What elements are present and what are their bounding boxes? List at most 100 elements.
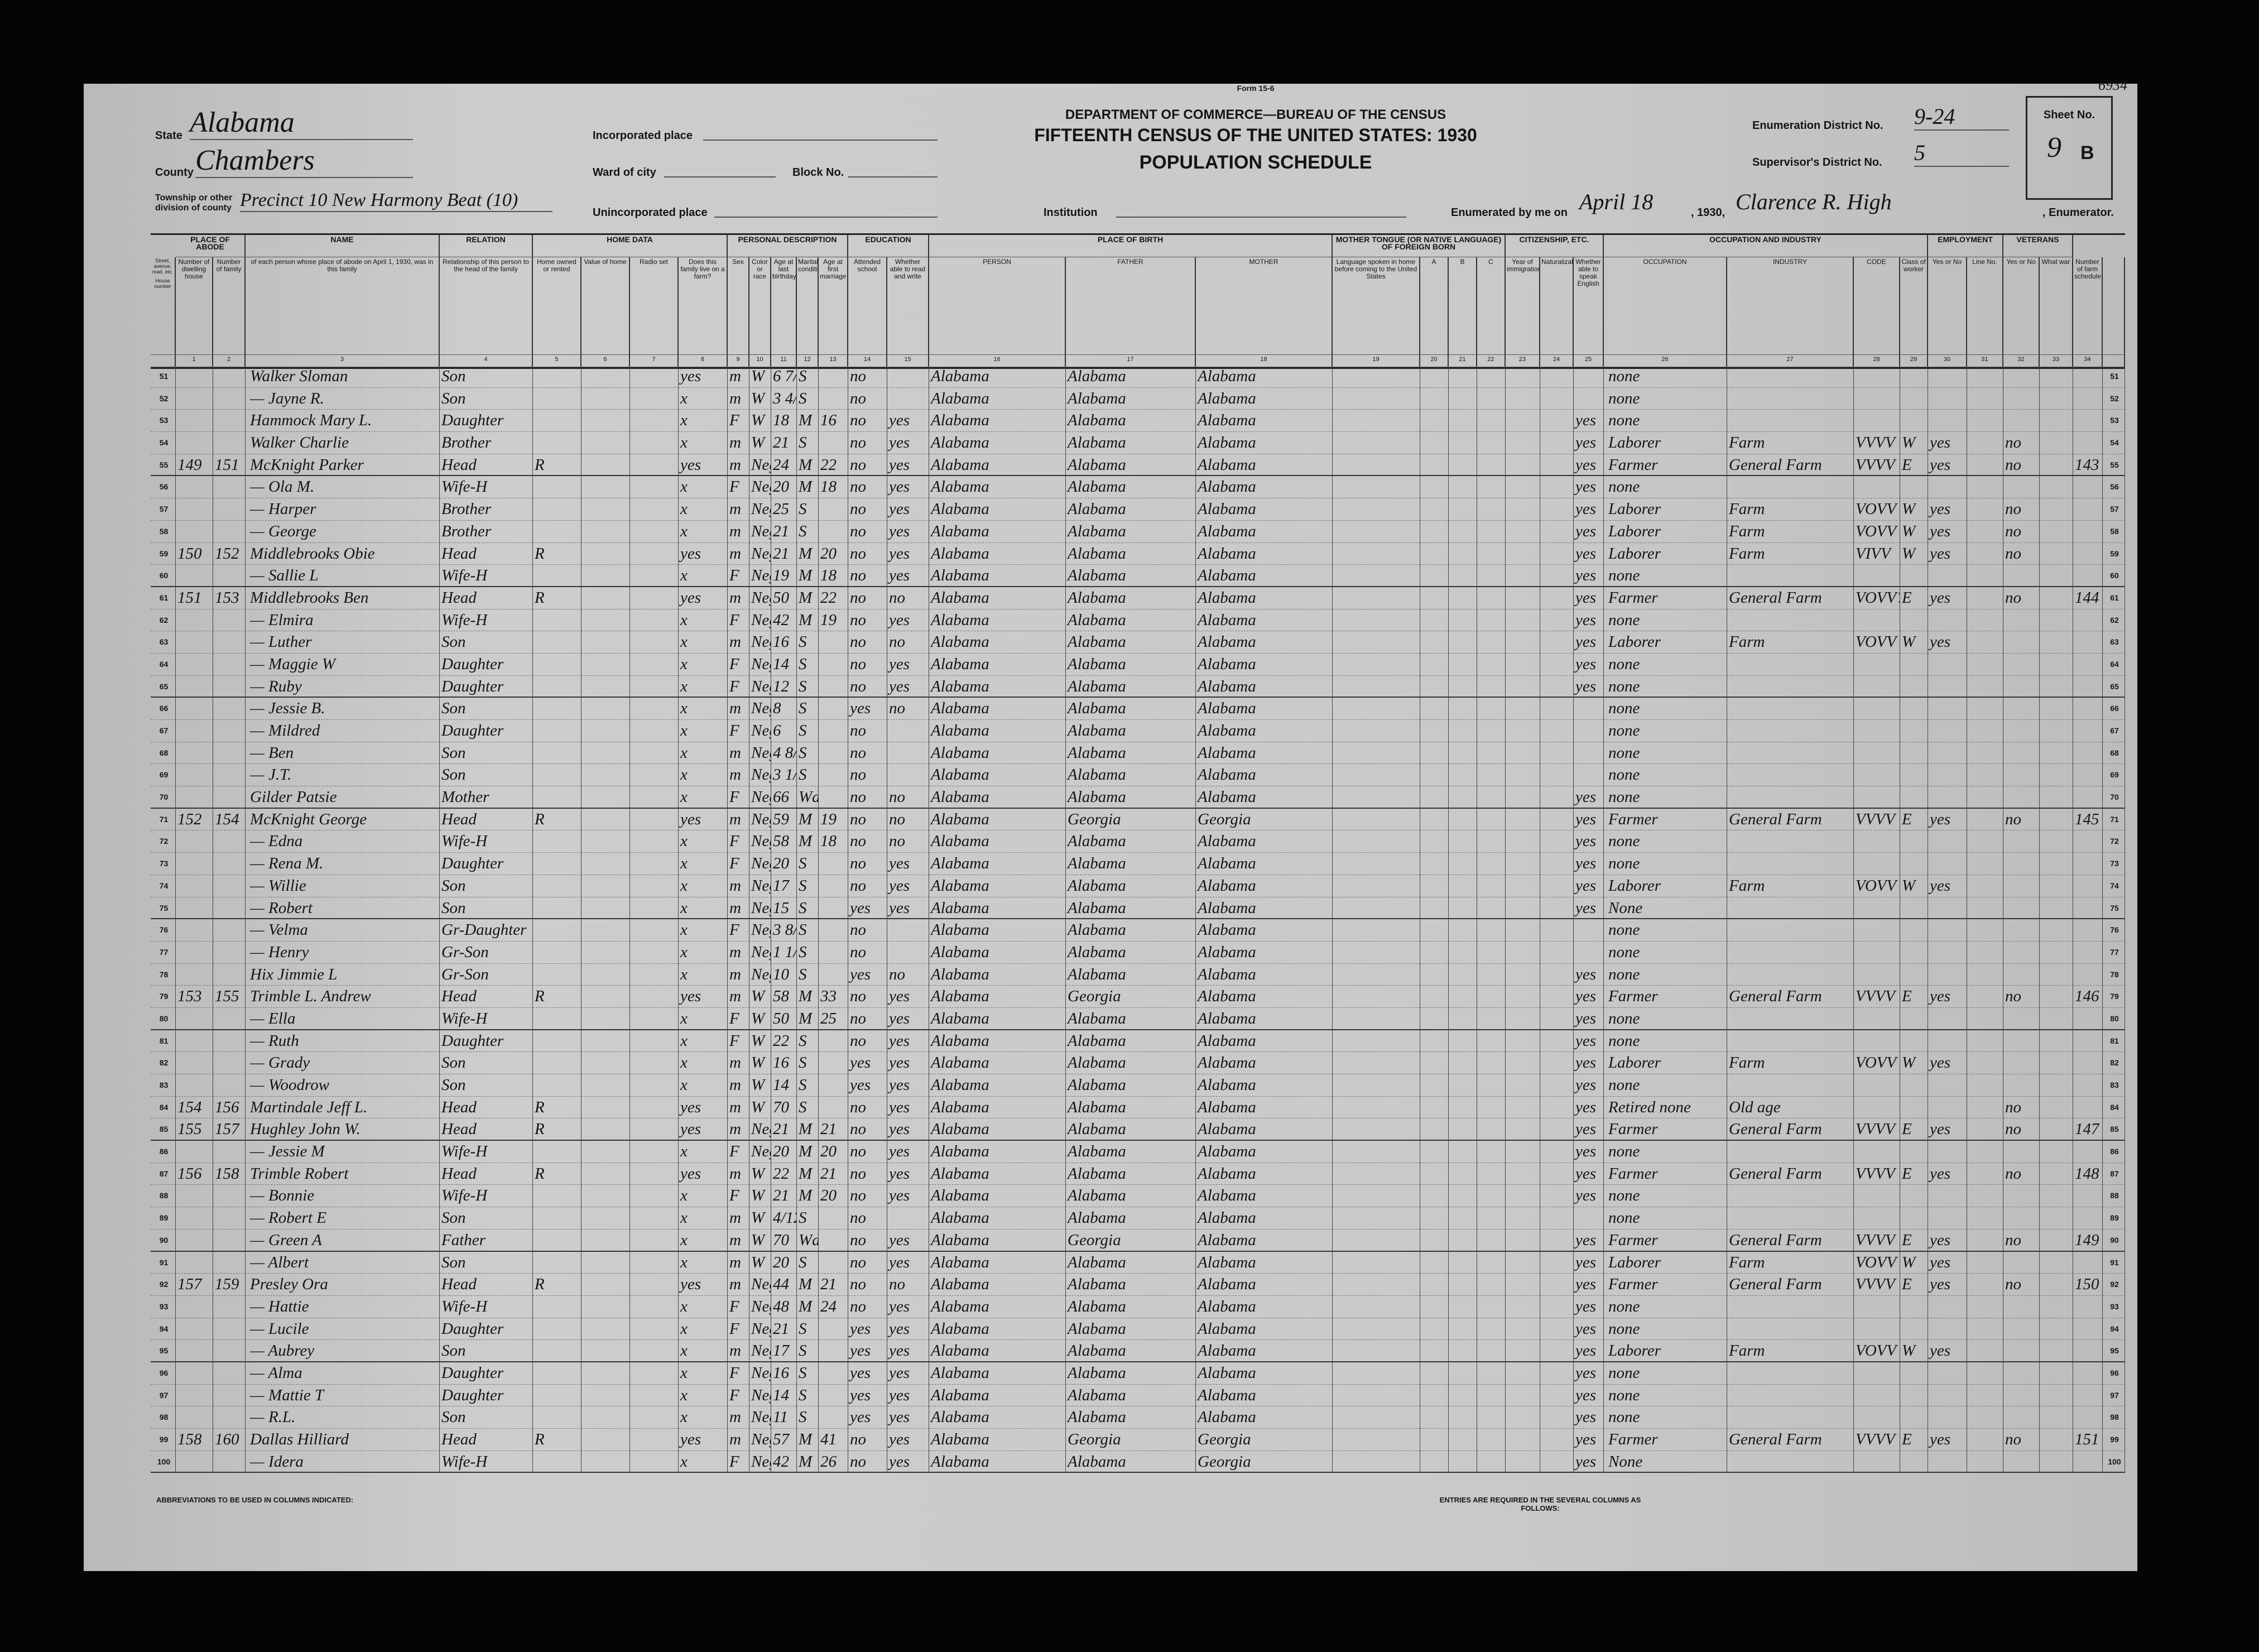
race: Neg — [749, 1141, 771, 1163]
veteran — [2003, 698, 2040, 720]
class-of-worker — [1900, 1185, 1928, 1208]
home-tenure — [533, 609, 581, 632]
code-b — [1449, 366, 1477, 388]
relationship: Wife-H — [440, 1141, 533, 1163]
speaks-english: yes — [1574, 675, 1604, 698]
school-attendance: no — [848, 875, 887, 897]
immigration-year — [1506, 919, 1540, 942]
race: Neg — [749, 520, 771, 543]
unemployment-line — [1967, 609, 2003, 632]
occupation-code — [1854, 1384, 1900, 1407]
veteran: no — [2003, 986, 2040, 1008]
sex: F — [728, 1141, 749, 1163]
unemployment-line — [1967, 1096, 2003, 1119]
radio-set — [630, 1340, 679, 1362]
home-tenure — [533, 919, 581, 942]
unemployment-line — [1967, 808, 2003, 831]
radio-set — [630, 742, 679, 765]
relationship: Head — [440, 587, 533, 609]
age: 22 — [771, 1030, 797, 1053]
dwelling-number — [176, 1052, 213, 1074]
line-number: 62 — [151, 609, 176, 632]
literacy: yes — [887, 897, 929, 920]
birthplace-person: Alabama — [929, 1074, 1066, 1097]
naturalization — [1540, 1118, 1574, 1141]
home-value — [581, 941, 630, 964]
occupation: none — [1604, 653, 1727, 676]
farm-residence: x — [679, 853, 728, 875]
code-a — [1420, 698, 1449, 720]
home-value — [581, 919, 630, 942]
employed — [1928, 1007, 1967, 1030]
dwelling-number: 151 — [176, 587, 213, 609]
literacy: yes — [887, 542, 929, 565]
veteran — [2003, 1207, 2040, 1230]
column-number: 8 — [679, 355, 728, 367]
employed — [1928, 786, 1967, 809]
literacy: yes — [887, 1007, 929, 1030]
occupation-code: VVVV — [1854, 1163, 1900, 1185]
veteran — [2003, 410, 2040, 433]
literacy: yes — [887, 454, 929, 477]
race: Neg — [749, 1274, 771, 1296]
school-attendance: no — [848, 808, 887, 831]
code-b — [1449, 830, 1477, 853]
war — [2040, 1318, 2073, 1341]
radio-set — [630, 1406, 679, 1429]
farm-residence: x — [679, 476, 728, 499]
war — [2040, 1384, 2073, 1407]
occupation: None — [1604, 897, 1727, 920]
farm-schedule-number — [2073, 542, 2103, 565]
speaks-english — [1574, 366, 1604, 388]
immigration-year — [1506, 742, 1540, 765]
birthplace-father: Alabama — [1066, 565, 1196, 587]
farm-schedule-number — [2073, 963, 2103, 986]
home-value — [581, 498, 630, 521]
home-value — [581, 653, 630, 676]
industry: Farm — [1727, 875, 1854, 897]
radio-set — [630, 764, 679, 787]
immigration-year — [1506, 1340, 1540, 1362]
code-b — [1449, 410, 1477, 433]
marital-status: S — [797, 675, 819, 698]
code-c — [1477, 476, 1506, 499]
war — [2040, 698, 2073, 720]
relationship: Head — [440, 986, 533, 1008]
column-number: 13 — [819, 355, 848, 367]
line-number-right: 71 — [2103, 808, 2125, 831]
mother-tongue — [1333, 1274, 1420, 1296]
speaks-english: yes — [1574, 1074, 1604, 1097]
unemployment-line — [1967, 520, 2003, 543]
race: Neg — [749, 498, 771, 521]
sheet-label: Sheet No. — [2043, 109, 2095, 121]
column-header: Relationship of this person to the head … — [440, 257, 533, 355]
relationship: Wife-H — [440, 1185, 533, 1208]
occupation: none — [1604, 1362, 1727, 1385]
home-value — [581, 1074, 630, 1097]
radio-set — [630, 1207, 679, 1230]
speaks-english: yes — [1574, 653, 1604, 676]
line-number-right: 88 — [2103, 1185, 2125, 1208]
class-of-worker — [1900, 786, 1928, 809]
sheet-number-box: Sheet No. 9 B — [2026, 96, 2113, 200]
birthplace-mother: Alabama — [1196, 742, 1333, 765]
radio-set — [630, 387, 679, 410]
line-number: 65 — [151, 675, 176, 698]
school-attendance: no — [848, 1295, 887, 1318]
school-attendance: no — [848, 830, 887, 853]
war — [2040, 830, 2073, 853]
sex: F — [728, 1451, 749, 1473]
war — [2040, 1295, 2073, 1318]
corner-number: 6934 — [2098, 77, 2127, 93]
home-value — [581, 366, 630, 388]
birthplace-father: Alabama — [1066, 1362, 1196, 1385]
occupation-code — [1854, 830, 1900, 853]
farm-schedule-number — [2073, 1318, 2103, 1341]
dwelling-number — [176, 476, 213, 499]
speaks-english: yes — [1574, 1429, 1604, 1451]
birthplace-mother: Alabama — [1196, 476, 1333, 499]
school-attendance: no — [848, 1096, 887, 1119]
header-group: RELATION — [440, 235, 533, 257]
speaks-english: yes — [1574, 1295, 1604, 1318]
